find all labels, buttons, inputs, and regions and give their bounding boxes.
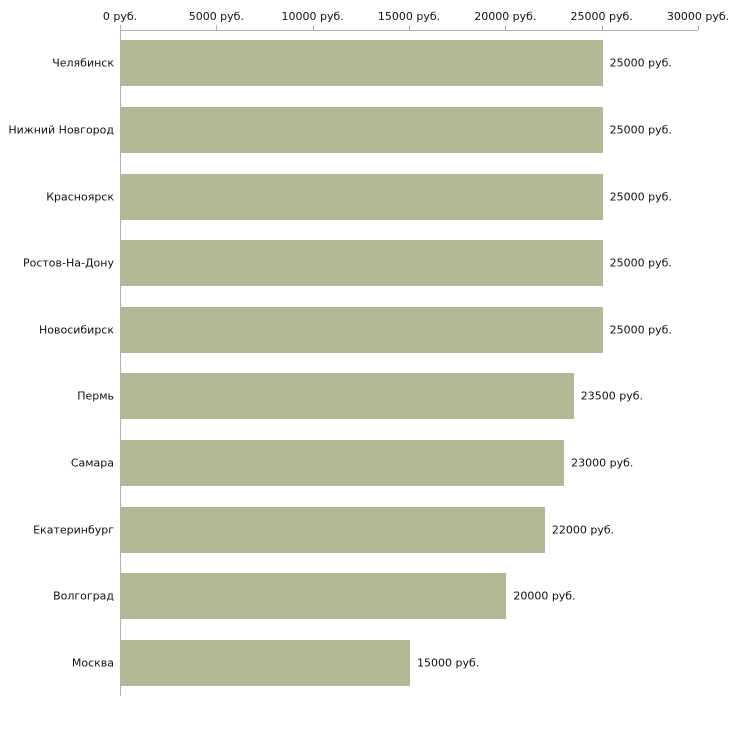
bar	[121, 240, 603, 287]
bar	[121, 40, 603, 87]
bar	[121, 573, 507, 620]
category-label: Екатеринбург	[33, 523, 114, 536]
category-label: Волгоград	[53, 589, 114, 603]
bar	[121, 439, 565, 486]
category-label: Москва	[71, 656, 114, 670]
category-label: Нижний Новгород	[8, 123, 114, 137]
x-tick-label: 20000 руб.	[474, 10, 537, 23]
x-tick-mark	[312, 25, 314, 30]
value-label: 25000 руб.	[609, 56, 672, 70]
x-tick-mark	[601, 25, 603, 30]
x-axis-line	[120, 30, 698, 31]
bar	[121, 373, 574, 420]
value-label: 15000 руб.	[417, 656, 480, 670]
x-tick-label: 10000 руб.	[281, 10, 344, 23]
category-label: Челябинск	[52, 56, 114, 70]
x-tick-mark	[698, 25, 699, 30]
category-label: Пермь	[77, 389, 114, 403]
x-tick-label: 0 руб.	[102, 10, 138, 23]
bar	[121, 106, 603, 153]
x-tick-label: 15000 руб.	[377, 10, 441, 23]
value-label: 25000 руб.	[609, 123, 672, 137]
value-label: 22000 руб.	[551, 523, 615, 536]
category-label: Ростов-На-Дону	[22, 256, 114, 270]
x-tick-label: 25000 руб.	[570, 10, 633, 23]
bar	[121, 306, 603, 353]
value-label: 20000 руб.	[513, 589, 576, 603]
bar	[121, 639, 410, 686]
x-tick-mark	[120, 25, 121, 30]
x-tick-mark	[216, 25, 218, 30]
x-tick-label: 5000 руб.	[188, 10, 244, 23]
y-axis-line	[120, 30, 121, 696]
bar	[121, 506, 545, 553]
value-label: 23500 руб.	[580, 389, 644, 403]
value-label: 25000 руб.	[609, 190, 672, 203]
x-tick-mark	[505, 25, 507, 30]
x-tick-label: 30000 руб.	[666, 10, 730, 23]
category-label: Самара	[70, 456, 114, 470]
x-tick-mark	[409, 25, 410, 30]
category-label: Новосибирск	[38, 323, 114, 337]
bar	[121, 173, 603, 220]
category-label: Красноярск	[46, 190, 114, 203]
value-label: 25000 руб.	[609, 323, 672, 337]
value-label: 25000 руб.	[609, 256, 672, 270]
value-label: 23000 руб.	[571, 456, 634, 470]
